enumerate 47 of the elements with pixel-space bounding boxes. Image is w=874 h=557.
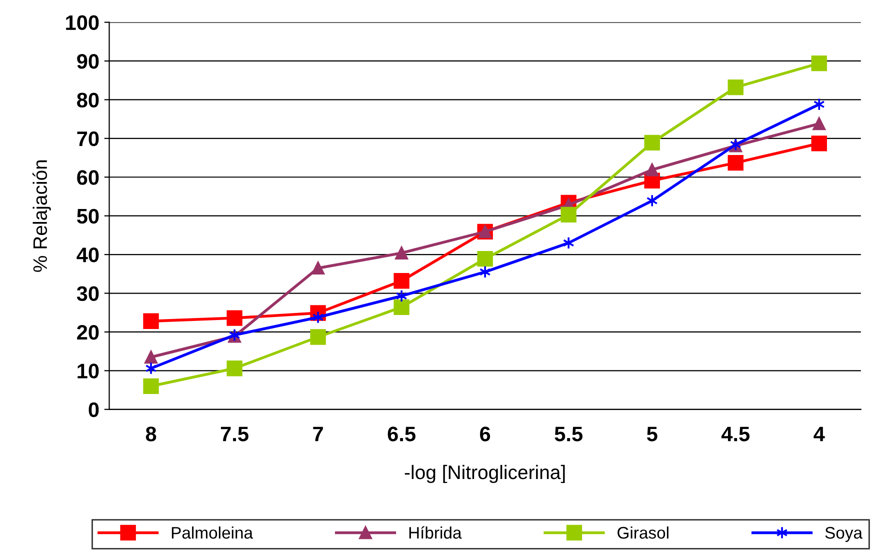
y-tick-label: 0 <box>88 402 99 418</box>
y-tick-label: 20 <box>77 324 99 340</box>
point <box>143 378 159 394</box>
y-tick-label: 30 <box>76 286 99 302</box>
y-tick-label: 80 <box>77 92 99 108</box>
y-tick-label: 100 <box>66 15 99 30</box>
point <box>226 310 242 326</box>
x-tick-label: 5.5 <box>554 426 582 442</box>
y-tick-label: 40 <box>76 248 99 262</box>
x-tick-label: 6.5 <box>388 426 416 442</box>
point <box>394 299 410 316</box>
x-tick-label: 7.5 <box>220 426 248 442</box>
legend-label: Palmoleina <box>172 526 254 539</box>
y-tick-label: 90 <box>77 54 99 69</box>
point <box>811 136 827 152</box>
y-axis-title: % Relajación <box>32 160 51 272</box>
x-tick-label: 7 <box>313 426 323 442</box>
y-tick-label: 60 <box>77 170 99 185</box>
point <box>312 310 324 324</box>
legend-label: Girasol <box>618 526 668 539</box>
point <box>394 273 410 289</box>
point <box>811 55 827 72</box>
y-tick-label: 70 <box>77 131 99 146</box>
x-tick-label: 5 <box>646 426 658 442</box>
point <box>395 246 408 260</box>
legend-label: Híbrida <box>409 526 462 539</box>
point <box>226 360 242 376</box>
x-tick-label: 6 <box>480 426 490 442</box>
point <box>312 262 324 275</box>
point <box>560 206 576 223</box>
point <box>728 79 744 96</box>
point <box>477 250 493 267</box>
point <box>728 154 744 171</box>
point <box>646 194 658 208</box>
x-tick-label: 4 <box>814 426 825 442</box>
y-tick-label: 10 <box>78 364 99 378</box>
point <box>646 163 659 176</box>
point <box>144 350 158 364</box>
legend-label: Soya <box>825 526 863 542</box>
point <box>143 313 159 329</box>
point <box>812 117 826 130</box>
x-tick-label: 4.5 <box>721 426 750 442</box>
point <box>310 329 326 345</box>
x-tick-label: 8 <box>146 426 156 442</box>
x-axis-title: -log [Nitroglicerina] <box>404 464 565 484</box>
point <box>644 134 660 151</box>
y-tick-label: 50 <box>77 208 99 224</box>
